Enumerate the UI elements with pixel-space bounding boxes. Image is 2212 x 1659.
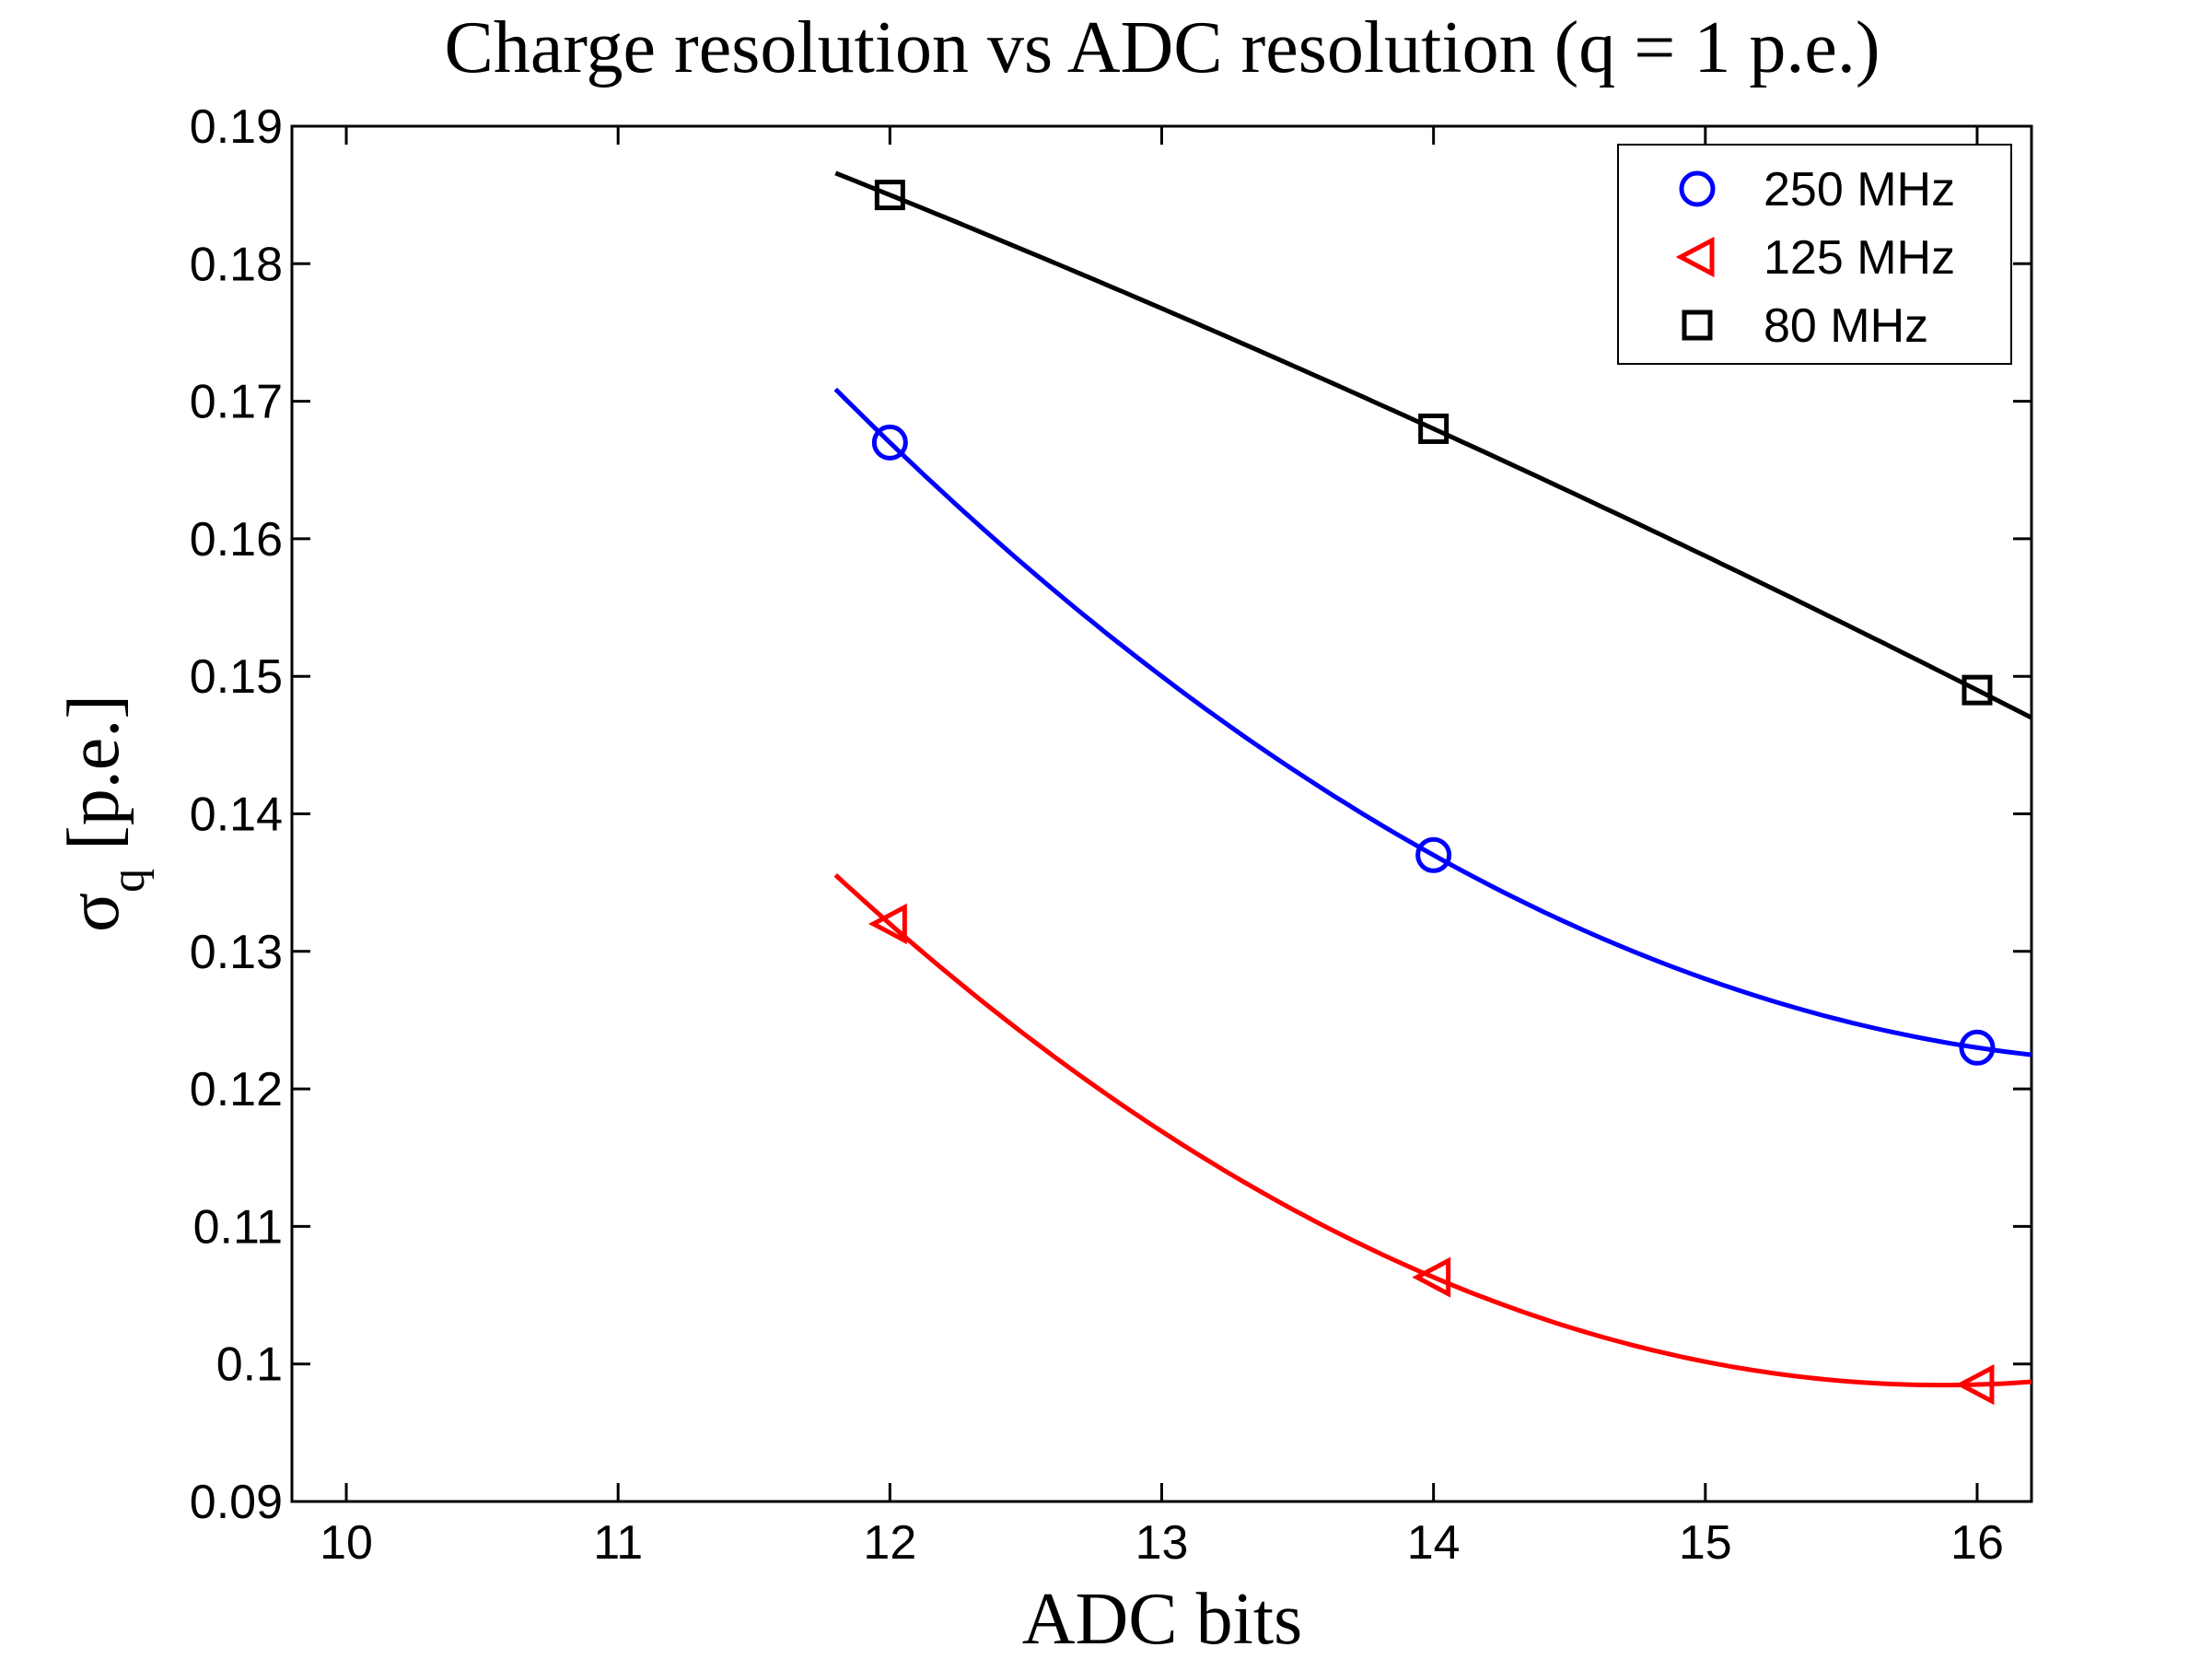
x-tick-label-13: 13 [1135,1516,1189,1570]
legend-entry-250-mhz: 250 MHz [1679,163,1955,216]
x-tick-label-16: 16 [1950,1516,2004,1570]
y-tick-label-7: 0.16 [190,513,283,567]
y-tick-label-5: 0.14 [190,789,283,842]
x-tick-labels: 10 11 12 13 14 15 16 [320,1516,2004,1570]
x-tick-label-15: 15 [1679,1516,1732,1570]
fit-lines [833,170,2033,1388]
marker-125-mhz-14 [1412,1256,1451,1298]
legend-marker-125-mhz [1675,236,1715,278]
y-axis-label-symbol: σ [53,893,134,932]
legend-marker-80-mhz [1682,310,1713,341]
legend-label-80-mhz: 80 MHz [1764,299,1928,353]
chart-title: Charge resolution vs ADC resolution (q =… [444,7,1880,88]
x-tick-label-11: 11 [593,1516,643,1570]
legend-marker-250-mhz [1679,170,1716,207]
y-tick-labels: 0.09 0.1 0.11 0.12 0.13 0.14 0.15 0.16 0.17 0.18 0… [190,100,283,1529]
marker-80-mhz-12 [874,180,905,211]
legend: 250 MHz 125 MHz 80 MHz [1617,144,2012,365]
marker-125-mhz-16 [1955,1363,1995,1406]
marker-125-mhz-12 [868,903,907,945]
y-tick-label-4: 0.13 [190,926,283,979]
y-axis-label: σq [p.e.] [53,695,155,932]
x-tick-label-10: 10 [320,1516,373,1570]
y-tick-label-2: 0.11 [193,1200,283,1254]
x-tick-label-14: 14 [1407,1516,1461,1570]
x-tick-label-12: 12 [863,1516,916,1570]
y-tick-label-3: 0.12 [190,1063,283,1116]
y-tick-label-8: 0.17 [190,376,283,429]
axis-ticks [292,124,2032,1503]
fit-line-250-mhz [833,387,2032,1057]
y-tick-label-10: 0.19 [190,100,283,154]
marker-250-mhz-16 [1959,1029,1996,1066]
legend-label-125-mhz: 125 MHz [1764,231,1955,285]
fit-line-125-mhz [833,873,2032,1388]
y-tick-label-9: 0.18 [190,238,283,291]
y-tick-label-6: 0.15 [190,650,283,704]
legend-entry-125-mhz: 125 MHz [1675,231,1955,285]
fit-line-80-mhz [834,170,2033,720]
data-markers [868,180,1996,1406]
y-tick-label-1: 0.1 [216,1338,283,1392]
marker-250-mhz-12 [871,424,908,461]
marker-250-mhz-14 [1415,836,1452,873]
marker-80-mhz-16 [1962,674,1993,706]
y-axis-label-subscript: q [102,869,155,893]
x-axis-label: ADC bits [1022,1579,1303,1659]
y-tick-label-0: 0.09 [190,1476,283,1529]
legend-entry-80-mhz: 80 MHz [1682,299,1928,353]
legend-label-250-mhz: 250 MHz [1764,163,1955,216]
marker-80-mhz-14 [1418,413,1449,444]
y-axis-label-unit: [p.e.] [53,695,134,869]
